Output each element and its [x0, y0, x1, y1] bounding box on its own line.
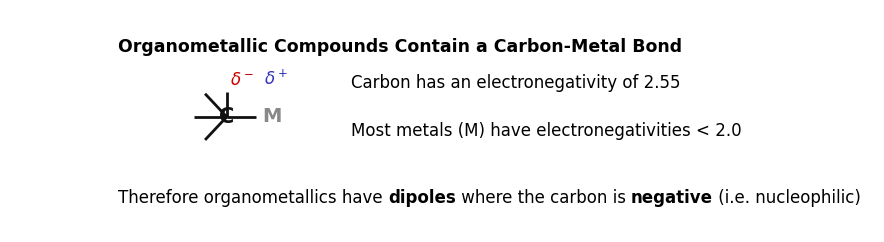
Text: Therefore organometallics have: Therefore organometallics have [118, 189, 388, 207]
Text: Most metals (M) have electronegativities < 2.0: Most metals (M) have electronegativities… [351, 122, 742, 140]
Text: C: C [219, 107, 234, 127]
Text: (i.e. nucleophilic): (i.e. nucleophilic) [713, 189, 861, 207]
Text: dipoles: dipoles [388, 189, 456, 207]
Text: Organometallic Compounds Contain a Carbon-Metal Bond: Organometallic Compounds Contain a Carbo… [118, 38, 682, 56]
Text: where the carbon is: where the carbon is [456, 189, 631, 207]
Text: $\delta^-$: $\delta^-$ [230, 71, 254, 89]
Text: M: M [262, 107, 281, 126]
Text: $\delta^+$: $\delta^+$ [264, 70, 288, 89]
Text: negative: negative [631, 189, 713, 207]
Text: Carbon has an electronegativity of 2.55: Carbon has an electronegativity of 2.55 [351, 74, 681, 92]
